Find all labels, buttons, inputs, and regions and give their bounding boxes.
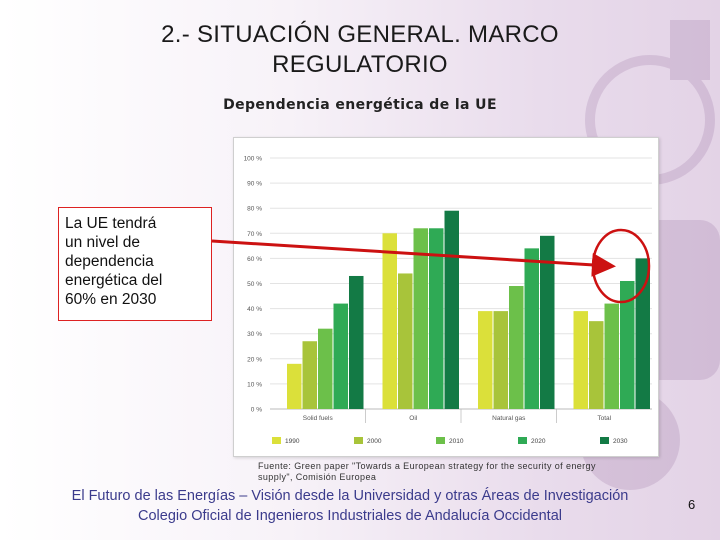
legend-label: 2000 — [367, 438, 382, 445]
bar — [635, 258, 650, 409]
x-tick-label: Total — [597, 415, 611, 422]
bar — [318, 328, 333, 409]
chart-frame: 0 % 10 % 20 % 30 % 40 % 50 % 60 % 70 % 80 % 90 % 1… — [233, 137, 659, 457]
callout-line-3: dependencia — [65, 253, 154, 270]
bar — [444, 210, 459, 409]
y-tick-label: 90 % — [247, 181, 262, 188]
y-tick-label: 80 % — [247, 206, 262, 213]
bar — [493, 311, 508, 409]
legend-swatch — [272, 437, 281, 444]
legend-swatch — [354, 437, 363, 444]
slide-title: 2.- SITUACIÓN GENERAL. MARCO REGULATORIO — [0, 20, 720, 80]
bar — [509, 286, 524, 409]
footer-line-2: Colegio Oficial de Ingenieros Industrial… — [138, 508, 562, 524]
bar — [429, 228, 444, 409]
bar-chart: 0 % 10 % 20 % 30 % 40 % 50 % 60 % 70 % 80 % 90 % 1… — [244, 156, 652, 445]
y-tick-label: 0 % — [251, 407, 262, 414]
callout-line-2: un nivel de — [65, 234, 140, 251]
source-note: Fuente: Green paper "Towards a European … — [258, 461, 658, 483]
y-tick-label: 50 % — [247, 281, 262, 288]
y-tick-label: 60 % — [247, 256, 262, 263]
bar — [333, 303, 348, 409]
title-line-1: 2.- SITUACIÓN GENERAL. MARCO — [161, 21, 559, 48]
x-tick-label: Solid fuels — [303, 415, 334, 422]
y-tick-label: 70 % — [247, 231, 262, 238]
legend-label: 2020 — [531, 438, 546, 445]
bar — [349, 275, 364, 409]
bar — [478, 311, 493, 409]
legend-swatch — [436, 437, 445, 444]
bar — [413, 228, 428, 409]
x-tick-label: Oil — [409, 415, 418, 422]
legend-label: 2010 — [449, 438, 464, 445]
title-line-2: REGULATORIO — [272, 51, 448, 78]
bar — [302, 341, 317, 409]
source-line-2: supply", Comisión Europea — [258, 472, 377, 482]
bar — [540, 235, 555, 409]
y-tick-label: 30 % — [247, 331, 262, 338]
legend-swatch — [600, 437, 609, 444]
legend-label: 1990 — [285, 438, 300, 445]
y-tick-label: 20 % — [247, 356, 262, 363]
y-tick-label: 100 % — [244, 156, 263, 163]
y-tick-label: 40 % — [247, 306, 262, 313]
bar — [398, 273, 413, 409]
callout-box: La UE tendrá un nivel de dependencia ene… — [58, 207, 212, 321]
legend-label: 2030 — [613, 438, 628, 445]
callout-line-5: 60% en 2030 — [65, 291, 157, 308]
x-tick-label: Natural gas — [492, 415, 526, 422]
callout-line-4: energética del — [65, 272, 163, 289]
bar — [524, 248, 539, 409]
source-line-1: Fuente: Green paper "Towards a European … — [258, 461, 596, 471]
bar — [620, 280, 635, 409]
legend-swatch — [518, 437, 527, 444]
bar — [573, 311, 588, 409]
page-number: 6 — [688, 497, 696, 512]
bar — [287, 363, 302, 409]
bar — [604, 303, 619, 409]
bar — [382, 233, 397, 409]
footer-line-1: El Futuro de las Energías – Visión desde… — [71, 488, 629, 504]
callout-line-1: La UE tendrá — [65, 215, 157, 232]
slide-subtitle: Dependencia energética de la UE — [223, 97, 497, 113]
bar — [589, 321, 604, 409]
y-tick-label: 10 % — [247, 381, 262, 388]
